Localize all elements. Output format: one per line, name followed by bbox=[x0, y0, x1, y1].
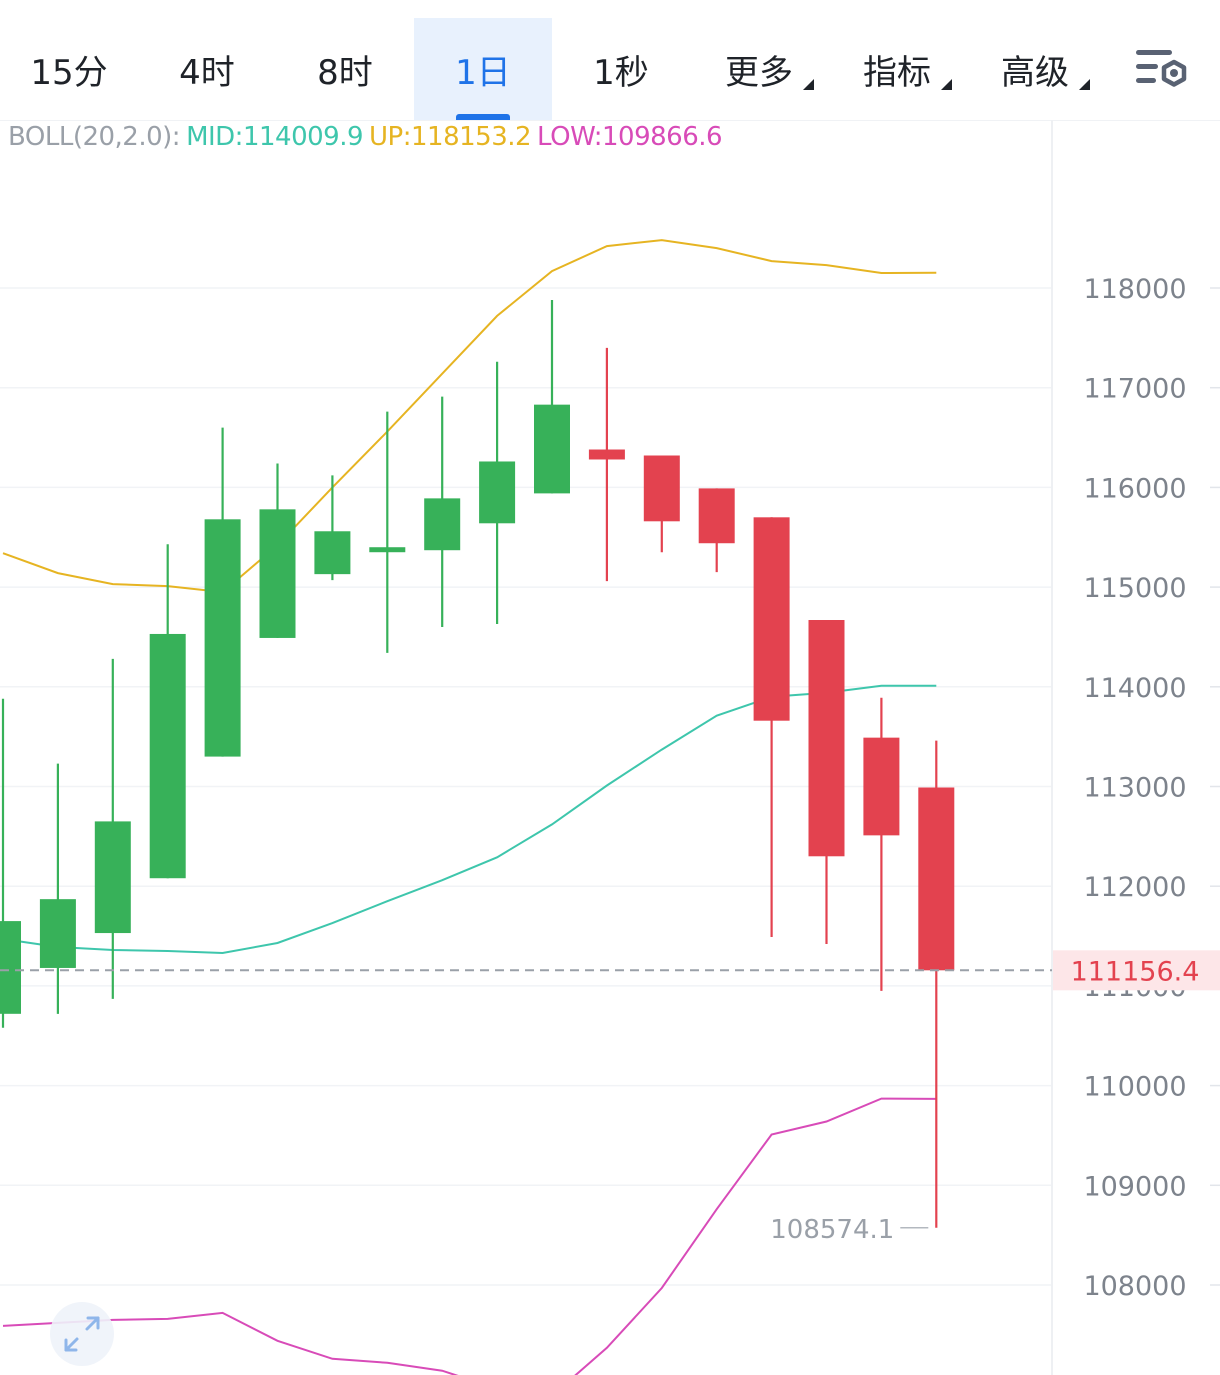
last-price-line: 111156.4 bbox=[0, 950, 1220, 991]
chart-settings-icon[interactable] bbox=[1132, 44, 1192, 96]
y-tick-label: 118000 bbox=[1083, 274, 1186, 305]
dropdown-corner-icon bbox=[803, 79, 814, 90]
extreme-markers: 108574.1 bbox=[770, 1215, 929, 1245]
last-price-label: 111156.4 bbox=[1071, 956, 1200, 987]
y-tick-label: 108000 bbox=[1083, 1271, 1186, 1302]
boll-legend: BOLL(20,2.0): MID:114009.9 UP:118153.2 LOW:… bbox=[8, 122, 728, 152]
y-tick-label: 110000 bbox=[1083, 1072, 1186, 1103]
boll-mid-line bbox=[2, 684, 937, 955]
tab-label: 15分 bbox=[30, 52, 108, 93]
tab-label: 指标 bbox=[863, 52, 931, 93]
candle-body bbox=[479, 461, 516, 524]
tab-4h[interactable]: 4时 bbox=[138, 18, 276, 120]
candlestick-chart[interactable]: 118000 117000 116000 115000 114000 113000 1120… bbox=[0, 120, 1220, 1375]
tab-label: 高级 bbox=[1001, 52, 1069, 93]
y-tick-label: 116000 bbox=[1083, 473, 1186, 504]
active-tab-indicator bbox=[456, 114, 510, 120]
candle-body bbox=[863, 737, 900, 836]
candle-body bbox=[698, 488, 735, 544]
tab-label: 8时 bbox=[317, 52, 373, 93]
y-tick-label: 113000 bbox=[1083, 773, 1186, 804]
candle-body bbox=[369, 547, 406, 553]
last-price-label-bg bbox=[1053, 950, 1220, 991]
tab-8h[interactable]: 8时 bbox=[276, 18, 414, 120]
candle-body bbox=[314, 531, 351, 575]
y-tick-label: 115000 bbox=[1083, 573, 1186, 604]
candle-body bbox=[39, 899, 76, 968]
tab-15min[interactable]: 15分 bbox=[0, 18, 138, 120]
boll-legend-mid: MID:114009.9 bbox=[186, 122, 364, 152]
y-axis: 118000 117000 116000 115000 114000 113000 1120… bbox=[1083, 274, 1186, 1302]
y-tick-label: 114000 bbox=[1083, 673, 1186, 704]
fullscreen-button[interactable] bbox=[50, 1302, 114, 1366]
candle-body bbox=[918, 787, 955, 971]
tab-1d[interactable]: 1日 bbox=[414, 18, 552, 120]
boll-upper-line bbox=[2, 239, 937, 594]
tab-label: 更多 bbox=[725, 52, 793, 93]
candle-body bbox=[424, 498, 461, 551]
tab-label: 4时 bbox=[179, 52, 235, 93]
candle-body bbox=[149, 633, 186, 879]
timeframe-tab-bar: 15分 4时 8时 1日 1秒 更多 指标 高级 bbox=[0, 0, 1220, 121]
tab-more[interactable]: 更多 bbox=[690, 18, 828, 120]
tab-1s[interactable]: 1秒 bbox=[552, 18, 690, 120]
candle-body bbox=[808, 620, 845, 857]
tab-label: 1日 bbox=[455, 52, 511, 93]
low-marker-label: 108574.1 bbox=[770, 1215, 894, 1245]
candle-body bbox=[643, 455, 680, 522]
candle-body bbox=[0, 921, 21, 1014]
candle-body bbox=[259, 509, 296, 638]
expand-arrows-icon bbox=[64, 1316, 100, 1352]
candle-body bbox=[204, 519, 241, 757]
candles bbox=[0, 299, 955, 1228]
y-tick-label: 117000 bbox=[1083, 374, 1186, 405]
tab-indicators[interactable]: 指标 bbox=[828, 18, 966, 120]
candle-body bbox=[588, 449, 625, 460]
bollinger-bands bbox=[2, 239, 937, 1375]
boll-legend-up: UP:118153.2 bbox=[369, 122, 532, 152]
tab-advanced[interactable]: 高级 bbox=[966, 18, 1104, 120]
candle-body bbox=[94, 821, 131, 934]
tab-label: 1秒 bbox=[593, 52, 649, 93]
boll-lower-line bbox=[2, 1097, 937, 1375]
boll-legend-name: BOLL(20,2.0): bbox=[8, 122, 181, 152]
dropdown-corner-icon bbox=[941, 79, 952, 90]
boll-legend-low: LOW:109866.6 bbox=[537, 122, 723, 152]
dropdown-corner-icon bbox=[1079, 79, 1090, 90]
y-tick-label: 112000 bbox=[1083, 872, 1186, 903]
y-tick-label: 109000 bbox=[1083, 1171, 1186, 1202]
candle-body bbox=[534, 404, 570, 494]
candle-body bbox=[753, 517, 790, 721]
